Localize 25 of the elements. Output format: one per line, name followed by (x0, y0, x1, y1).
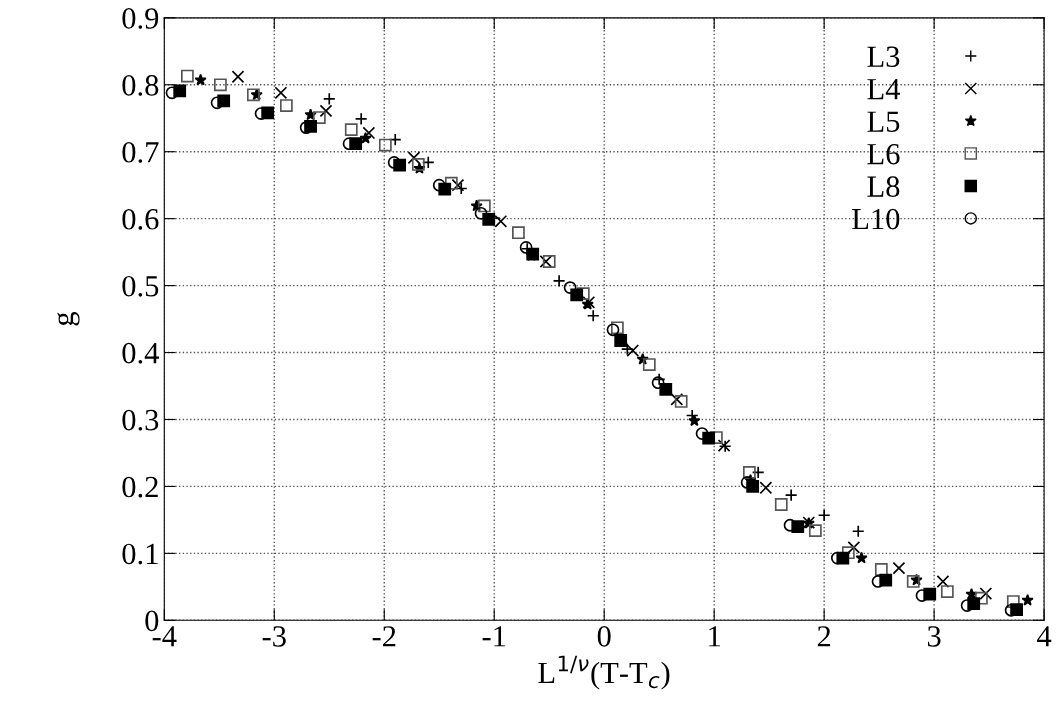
y-tick-label: 0.6 (122, 208, 159, 230)
legend-label: L5 (867, 111, 900, 132)
x-axis-title: L$^{1/ν}$(T-T$_{c}$) (538, 655, 670, 690)
y-tick-label: 0.4 (122, 342, 159, 364)
y-tick-label: 0.1 (122, 543, 158, 565)
x-tick-label: 0 (597, 626, 611, 647)
y-tick-label: 0.3 (122, 409, 159, 431)
legend-label: L10 (852, 208, 900, 230)
legend-label: L8 (867, 176, 900, 197)
y-tick-label: 0.7 (122, 141, 159, 163)
legend-label: L4 (867, 79, 901, 100)
x-tick-label: -2 (372, 626, 396, 647)
x-tick-label: 2 (817, 626, 831, 647)
x-tick-label: -3 (262, 626, 286, 647)
x-tick-label: 1 (709, 626, 720, 647)
legend-label: L6 (867, 143, 900, 165)
y-axis-title: g (57, 312, 80, 326)
x-tick-label: -1 (482, 626, 506, 647)
x-tick-label: 3 (927, 626, 941, 647)
y-tick-label: 0.2 (122, 476, 158, 498)
y-tick-label: 0.9 (122, 8, 159, 29)
y-tick-label: 0.5 (122, 275, 159, 297)
y-tick-label: 0.8 (122, 75, 159, 96)
legend-label: L3 (867, 46, 900, 68)
x-tick-label: 4 (1037, 626, 1052, 647)
